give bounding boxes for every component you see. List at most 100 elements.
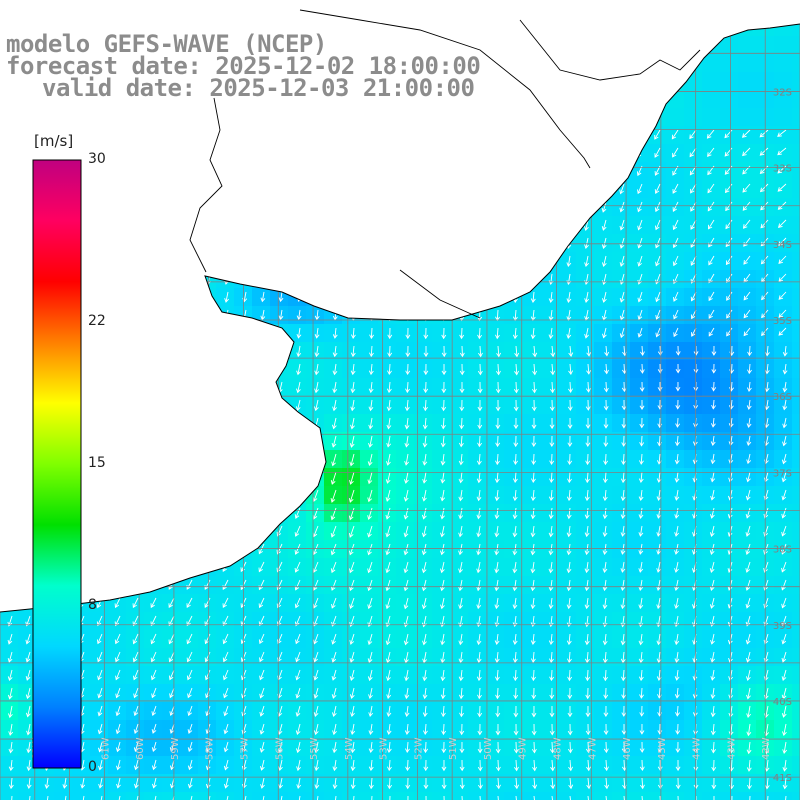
wind-speed-cell	[522, 720, 541, 739]
wind-speed-cell	[684, 792, 703, 800]
wind-speed-cell	[414, 558, 433, 577]
wind-speed-cell	[360, 576, 379, 595]
wind-speed-cell	[612, 666, 631, 685]
wind-speed-cell	[648, 504, 667, 523]
wind-speed-cell	[432, 378, 451, 397]
wind-arrow	[585, 471, 590, 484]
wind-arrow	[587, 795, 590, 800]
wind-arrow	[295, 741, 301, 754]
wind-arrow	[710, 651, 716, 663]
wind-arrow	[674, 687, 680, 699]
wind-speed-cell	[558, 288, 577, 307]
wind-arrow	[620, 525, 626, 537]
wind-arrow	[368, 399, 374, 412]
wind-arrow	[638, 525, 644, 537]
wind-speed-cell	[666, 594, 685, 613]
colorbar-tick-label: 22	[88, 313, 106, 330]
wind-arrow	[404, 435, 410, 448]
wind-speed-cell	[738, 738, 757, 757]
wind-arrow	[513, 381, 519, 394]
wind-speed-cell	[396, 540, 415, 559]
wind-speed-cell	[432, 720, 451, 739]
wind-arrow	[314, 381, 319, 394]
wind-arrow	[781, 453, 787, 465]
wind-speed-cell	[738, 72, 757, 91]
wind-arrow	[204, 651, 211, 663]
wind-arrow	[585, 381, 591, 393]
wind-speed-cell	[486, 378, 505, 397]
wind-speed-cell	[666, 504, 685, 523]
wind-speed-cell	[18, 630, 37, 649]
wind-speed-cell	[576, 270, 595, 289]
wind-arrow	[638, 507, 644, 519]
wind-arrow	[674, 471, 680, 483]
wind-speed-cell	[648, 306, 667, 325]
wind-speed-cell	[450, 486, 469, 505]
wind-speed-cell	[774, 108, 793, 127]
wind-arrow	[151, 777, 157, 789]
wind-arrow	[422, 489, 427, 502]
wind-arrow	[531, 417, 537, 430]
wind-speed-cell	[108, 774, 127, 793]
wind-arrow	[385, 579, 391, 592]
wind-speed-cell	[306, 360, 325, 379]
wind-arrow	[495, 453, 500, 466]
wind-speed-cell	[702, 504, 721, 523]
wind-arrow	[368, 705, 374, 717]
wind-arrow	[746, 417, 752, 428]
wind-speed-cell	[324, 486, 343, 505]
wind-arrow	[585, 741, 591, 754]
wind-arrow	[782, 381, 788, 393]
wind-arrow	[781, 687, 787, 700]
wind-arrow	[294, 579, 301, 591]
wind-arrow	[781, 615, 787, 627]
wind-arrow	[385, 651, 391, 664]
wind-arrow	[386, 435, 392, 448]
wind-arrow	[707, 201, 715, 212]
wind-speed-cell	[126, 792, 145, 800]
wind-speed-cell	[468, 378, 487, 397]
wind-arrow	[638, 543, 644, 555]
wind-speed-cell	[324, 792, 343, 800]
wind-arrow	[403, 525, 409, 538]
wind-speed-cell	[414, 342, 433, 361]
wind-arrow	[494, 669, 500, 682]
longitude-label: 45W	[657, 737, 668, 760]
wind-speed-cell	[396, 342, 415, 361]
wind-arrow	[494, 525, 500, 538]
wind-arrow	[621, 399, 627, 411]
wind-arrow	[619, 237, 625, 249]
wind-speed-cell	[288, 792, 307, 800]
wind-speed-cell	[360, 648, 379, 667]
wind-arrow	[531, 669, 537, 682]
wind-arrow	[710, 507, 715, 519]
wind-speed-cell	[72, 792, 91, 800]
wind-speed-cell	[468, 792, 487, 800]
wind-arrow	[297, 795, 301, 800]
wind-arrow	[725, 219, 733, 230]
wind-speed-cell	[540, 666, 559, 685]
wind-arrow	[367, 471, 373, 485]
wind-speed-cell	[432, 504, 451, 523]
wind-speed-cell	[738, 126, 757, 145]
wind-speed-cell	[684, 684, 703, 703]
wind-speed-cell	[774, 126, 793, 145]
wind-arrow	[258, 561, 265, 573]
wind-speed-cell	[774, 216, 793, 235]
wind-arrow	[494, 489, 500, 502]
wind-speed-cell	[342, 792, 361, 800]
wind-speed-cell	[324, 378, 343, 397]
wind-arrow	[603, 381, 609, 393]
wind-speed-cell	[396, 432, 415, 451]
wind-arrow	[710, 453, 716, 465]
wind-arrow	[116, 777, 121, 789]
wind-speed-cell	[666, 684, 685, 703]
wind-speed-cell	[468, 450, 487, 469]
wind-speed-cell	[504, 756, 523, 775]
wind-speed-cell	[594, 234, 613, 253]
latitude-label: 41S	[773, 773, 792, 784]
wind-speed-cell	[630, 360, 649, 379]
wind-arrow	[548, 543, 554, 556]
wind-arrow	[675, 777, 681, 790]
wind-speed-cell	[738, 486, 757, 505]
